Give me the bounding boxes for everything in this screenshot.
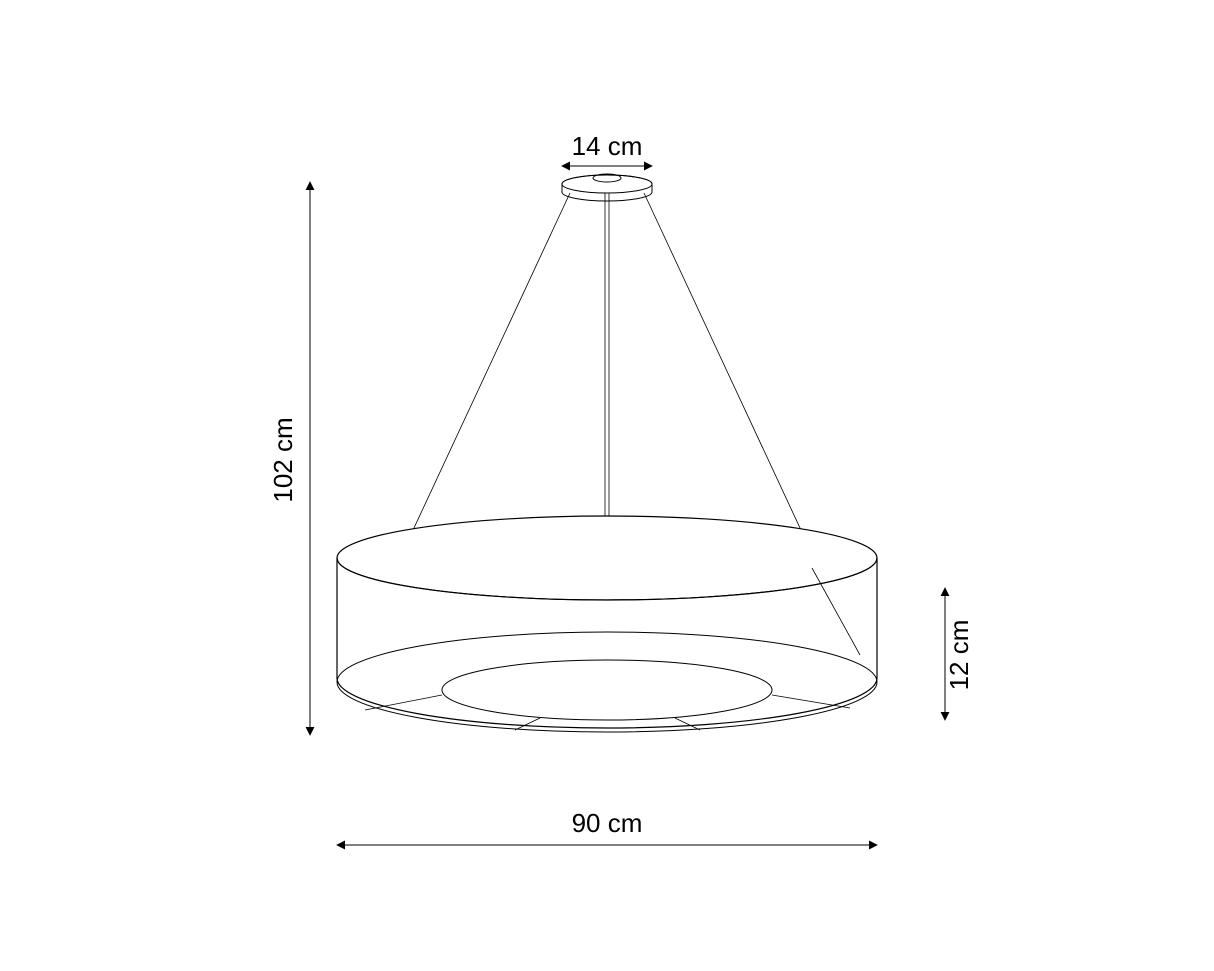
- dim-top-label: 14 cm: [572, 131, 643, 161]
- suspension-wires: [400, 193, 814, 558]
- dim-width-label: 90 cm: [572, 808, 643, 838]
- dim-width: 90 cm: [337, 808, 877, 845]
- shade: [337, 516, 877, 732]
- lamp-illustration: [337, 174, 877, 732]
- dim-height: 102 cm: [268, 182, 310, 735]
- canopy: [562, 174, 652, 201]
- dimensions: 14 cm 102 cm 12 cm 90 cm: [268, 131, 974, 845]
- dim-shade-height: 12 cm: [944, 588, 974, 720]
- dim-top: 14 cm: [562, 131, 652, 166]
- dim-shade-height-label: 12 cm: [944, 620, 974, 691]
- dim-height-label: 102 cm: [268, 417, 298, 502]
